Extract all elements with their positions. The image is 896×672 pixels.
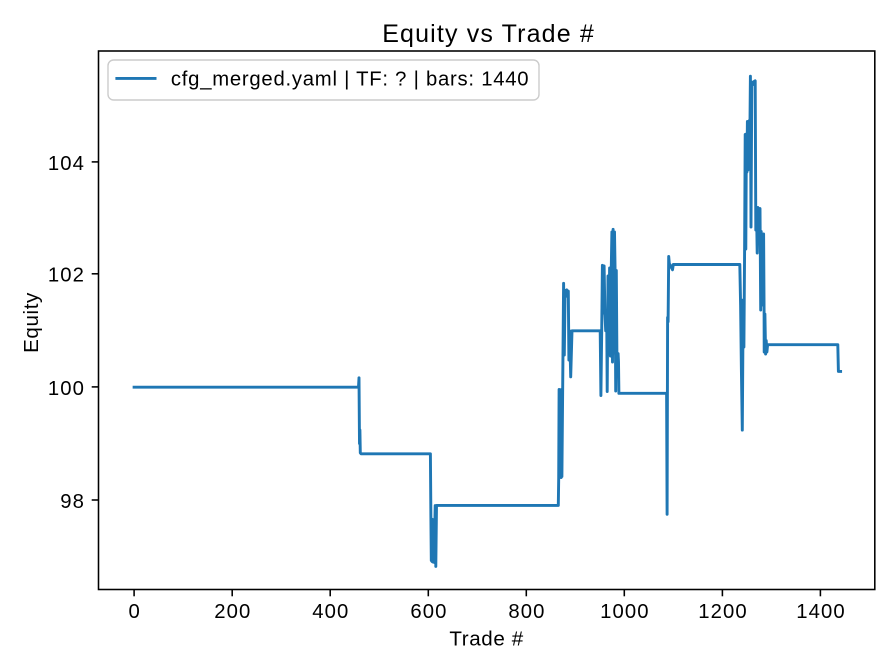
svg-text:1000: 1000 [600, 601, 650, 623]
svg-text:200: 200 [214, 601, 251, 623]
svg-text:102: 102 [48, 265, 85, 287]
svg-text:1200: 1200 [698, 601, 748, 623]
svg-text:1400: 1400 [796, 601, 846, 623]
svg-text:Equity vs Trade #: Equity vs Trade # [382, 20, 595, 48]
svg-text:400: 400 [312, 601, 349, 623]
svg-text:cfg_merged.yaml | TF: ? | bars: cfg_merged.yaml | TF: ? | bars: 1440 [171, 69, 529, 91]
svg-text:98: 98 [60, 491, 85, 513]
svg-text:104: 104 [48, 153, 85, 175]
svg-text:Equity: Equity [20, 292, 43, 353]
svg-text:100: 100 [48, 378, 85, 400]
svg-text:0: 0 [129, 601, 141, 623]
svg-text:Trade #: Trade # [449, 628, 523, 651]
svg-text:800: 800 [508, 601, 545, 623]
svg-text:600: 600 [410, 601, 447, 623]
